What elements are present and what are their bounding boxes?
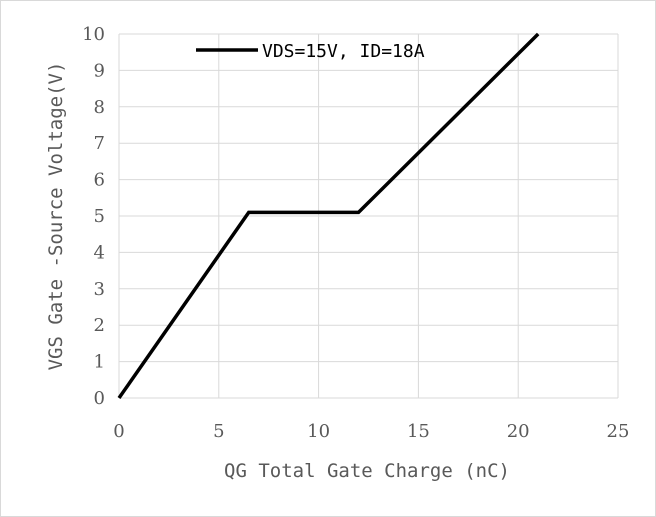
y-tick-label: 5 — [94, 206, 105, 227]
x-tick-label: 5 — [213, 421, 224, 442]
x-axis-title: QG Total Gate Charge (nC) — [224, 460, 510, 482]
y-tick-label: 0 — [94, 388, 105, 409]
y-tick-labels: 0 1 2 3 4 5 6 7 8 9 10 — [82, 24, 105, 409]
legend: VDS=15V, ID=18A — [196, 41, 425, 62]
x-tick-label: 0 — [113, 421, 124, 442]
y-tick-label: 3 — [94, 279, 105, 300]
x-tick-label: 15 — [407, 421, 430, 442]
x-tick-label: 25 — [607, 421, 630, 442]
x-tick-label: 10 — [307, 421, 330, 442]
series-line — [117, 32, 540, 400]
y-tick-label: 6 — [94, 170, 105, 191]
y-axis-title: VGS Gate -Source Voltage(V) — [45, 62, 67, 371]
y-tick-label: 1 — [94, 352, 105, 373]
y-tick-label: 2 — [94, 315, 105, 336]
legend-label: VDS=15V, ID=18A — [262, 41, 425, 62]
series-group — [117, 32, 540, 400]
y-tick-label: 10 — [82, 24, 105, 45]
x-tick-label: 20 — [507, 421, 530, 442]
y-tick-label: 8 — [94, 97, 105, 118]
y-tick-label: 7 — [94, 133, 105, 154]
horizontal-gridlines — [119, 33, 618, 399]
x-tick-labels: 0 5 10 15 20 25 — [113, 421, 629, 442]
y-tick-label: 4 — [94, 242, 105, 263]
y-tick-label: 9 — [94, 60, 105, 81]
